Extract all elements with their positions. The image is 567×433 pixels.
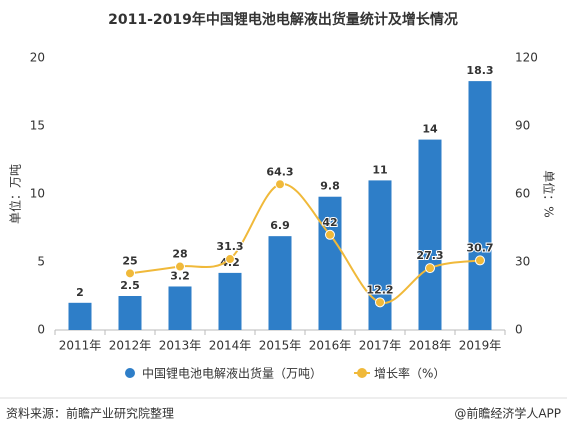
bar <box>218 272 242 330</box>
bar <box>168 286 192 330</box>
y-axis-label: 单位：万吨 <box>8 164 23 224</box>
x-tick-label: 2018年 <box>409 339 452 353</box>
line-value-label: 12.2 <box>366 283 393 296</box>
x-tick-label: 2012年 <box>109 339 152 353</box>
bar <box>118 296 142 330</box>
bar-value-label: 2 <box>76 286 84 299</box>
bar-value-label: 2.5 <box>120 279 140 292</box>
bar <box>368 180 392 330</box>
bar-value-label: 18.3 <box>466 64 493 77</box>
legend-label: 增长率（%） <box>374 366 445 381</box>
y2-axis-label: 单位：% <box>542 170 557 217</box>
line-marker <box>225 254 235 265</box>
y2-tick-label: 0 <box>515 323 523 337</box>
line-value-label: 25 <box>122 254 137 267</box>
line-marker <box>425 263 435 274</box>
bar <box>268 236 292 330</box>
bar <box>318 196 342 330</box>
y-tick-label: 0 <box>37 323 45 337</box>
line-marker <box>175 261 185 272</box>
x-tick-label: 2011年 <box>59 339 102 353</box>
bar-value-label: 14 <box>422 123 438 136</box>
x-tick-label: 2014年 <box>209 339 252 353</box>
x-tick-label: 2016年 <box>309 339 352 353</box>
x-tick-label: 2015年 <box>259 339 302 353</box>
line-value-label: 30.7 <box>466 241 493 254</box>
source: 资料来源：前瞻产业研究院整理 <box>6 406 174 421</box>
y2-tick-label: 120 <box>515 51 538 65</box>
y-tick-label: 15 <box>30 119 45 133</box>
line-marker <box>375 297 385 308</box>
chart-title: 2011-2019年中国锂电池电解液出货量统计及增长情况 <box>108 11 458 28</box>
line <box>129 183 481 304</box>
line-marker <box>325 229 335 240</box>
bar-value-label: 6.9 <box>270 219 290 232</box>
line-marker <box>125 268 135 279</box>
bar <box>468 81 492 331</box>
x-tick-label: 2017年 <box>359 339 402 353</box>
line-value-label: 31.3 <box>216 240 243 253</box>
line-marker <box>275 179 285 190</box>
y2-tick-label: 90 <box>515 119 530 133</box>
y-tick-label: 20 <box>30 51 45 65</box>
x-tick-label: 2019年 <box>459 339 502 353</box>
line-value-label: 64.3 <box>266 165 293 178</box>
bar-value-label: 9.8 <box>320 180 340 193</box>
bar <box>68 302 92 330</box>
bar <box>418 139 442 330</box>
line-value-label: 28 <box>172 248 187 261</box>
y2-tick-label: 30 <box>515 255 530 269</box>
legend-label: 中国锂电池电解液出货量（万吨） <box>142 366 322 381</box>
line-marker <box>475 255 485 266</box>
y-tick-label: 10 <box>30 187 45 201</box>
legend-marker <box>357 368 368 378</box>
bar-value-label: 11 <box>372 163 387 176</box>
brand: @前瞻经济学人APP <box>454 406 561 421</box>
line-value-label: 42 <box>322 216 337 229</box>
x-tick-label: 2013年 <box>159 339 202 353</box>
line-value-label: 27.3 <box>416 249 443 262</box>
legend-marker <box>125 368 135 378</box>
bar-value-label: 3.2 <box>170 269 190 282</box>
y2-tick-label: 60 <box>515 187 530 201</box>
y-tick-label: 5 <box>37 255 45 269</box>
